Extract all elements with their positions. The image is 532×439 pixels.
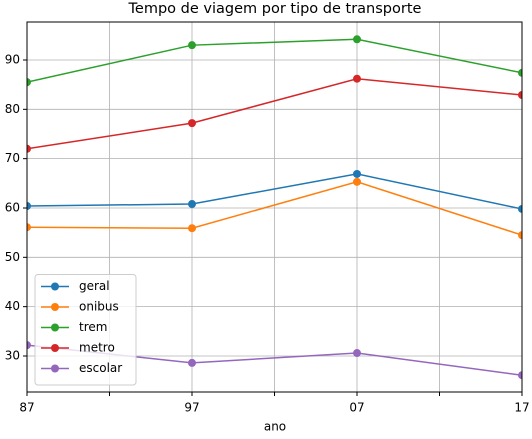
legend-label: escolar [79,361,122,375]
data-point [188,224,196,233]
data-point [353,35,361,44]
x-tick-label: 87 [19,401,34,415]
data-point [353,74,361,83]
data-point [353,177,361,186]
data-point [518,231,522,240]
y-tick-label: 30 [5,348,20,362]
legend-marker [51,364,59,373]
data-point [518,91,522,100]
data-point [188,41,196,50]
legend-box [34,274,137,386]
data-point [188,119,196,128]
x-tick-label: 97 [184,401,199,415]
data-point [518,371,522,380]
y-tick-label: 40 [5,299,20,313]
y-tick-label: 90 [5,52,20,66]
data-point [353,169,361,178]
legend-label: metro [79,341,115,355]
legend-marker [51,323,59,332]
data-point [27,78,31,87]
legend-label: onibus [79,300,119,314]
data-point [27,202,31,211]
data-point [353,349,361,358]
data-point [518,204,522,213]
series-line [27,38,522,83]
x-tick-label: 17 [514,401,529,415]
data-point [27,144,31,153]
data-point [27,223,31,232]
legend-marker [51,303,59,311]
series-line [27,77,522,150]
legend-label: trem [79,320,107,334]
y-tick-label: 70 [5,151,20,165]
x-tick-label: 07 [349,401,364,415]
legend-marker [51,344,59,352]
data-point [518,68,522,77]
chart-title: Tempo de viagem por tipo de transporte [128,1,422,17]
legend: geral onibus trem metro escolar [34,274,137,386]
series-line [27,173,522,210]
data-point [188,200,196,209]
series-line [27,181,522,236]
y-tick-label: 60 [5,200,20,214]
legend-label: geral [79,279,110,293]
y-tick-label: 80 [5,102,20,116]
legend-marker [51,282,59,291]
data-point [27,341,31,350]
y-tick-label: 50 [5,250,20,264]
x-axis-label: ano [264,420,286,434]
data-point [188,358,196,367]
